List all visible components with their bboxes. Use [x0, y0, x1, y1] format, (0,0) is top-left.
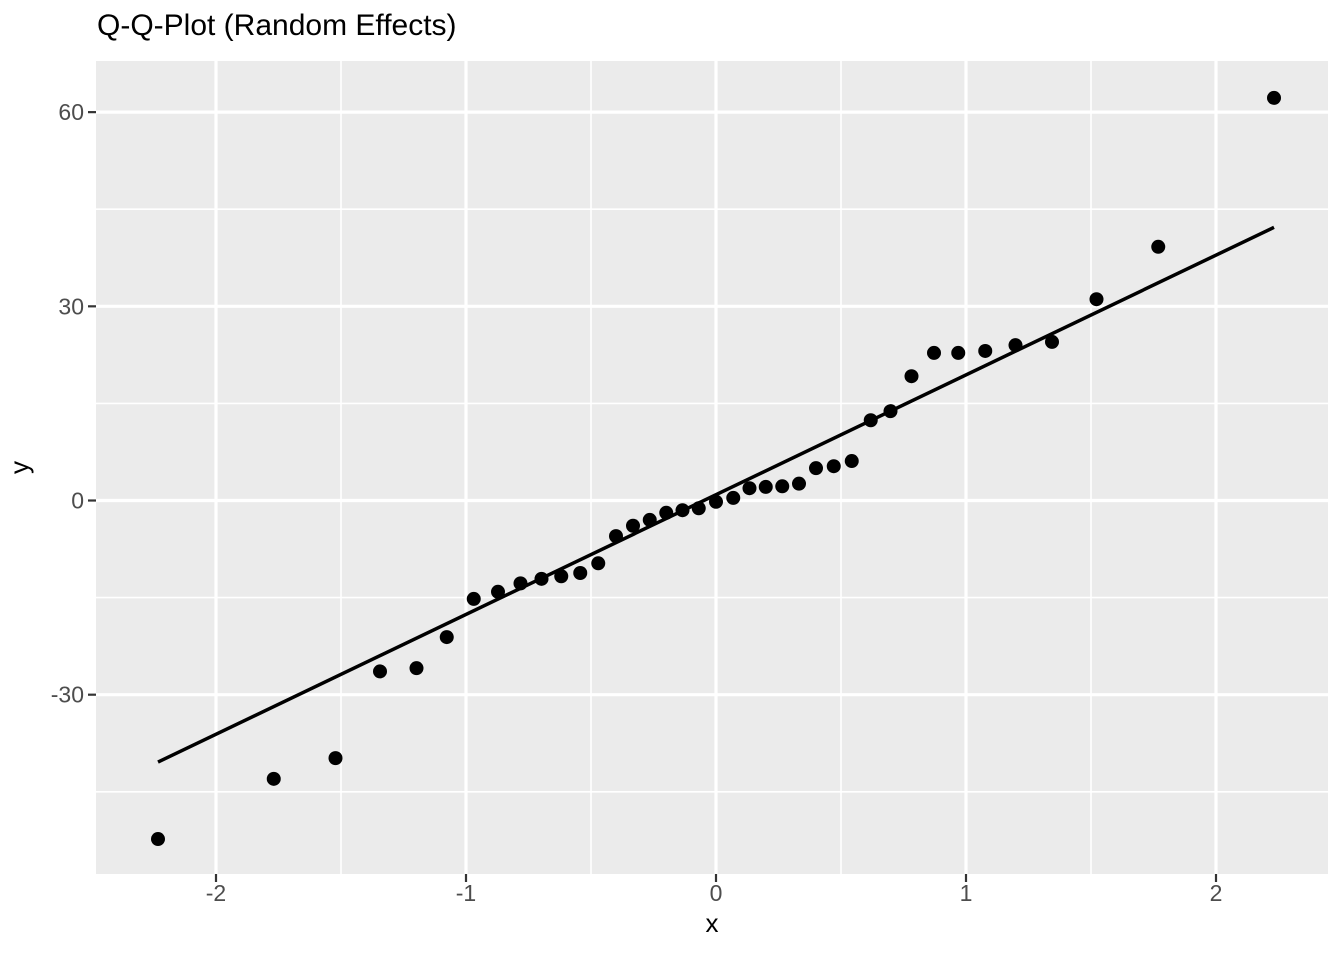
panel-background: [96, 61, 1328, 874]
y-tick-label: 60: [58, 99, 84, 125]
data-point: [151, 832, 165, 847]
data-point: [775, 479, 790, 494]
data-point: [534, 571, 549, 586]
x-tick-label: 1: [960, 880, 973, 906]
plot-title: Q-Q-Plot (Random Effects): [97, 9, 457, 42]
x-tick-label: 2: [1210, 880, 1223, 906]
data-point: [951, 345, 966, 360]
data-point: [1008, 338, 1023, 353]
qq-reference-line: [157, 225, 1275, 764]
data-point: [626, 518, 640, 533]
y-tick-label: 0: [71, 488, 84, 514]
data-point: [709, 494, 723, 509]
data-point: [1267, 90, 1281, 105]
data-point: [758, 479, 773, 494]
data-point: [513, 576, 528, 591]
data-point: [554, 569, 569, 584]
x-tick-label: -2: [206, 880, 226, 906]
x-tick-label: 0: [710, 880, 723, 906]
y-axis-title: y: [4, 461, 34, 474]
data-point: [863, 413, 878, 428]
data-point: [659, 505, 674, 520]
data-point: [642, 512, 657, 527]
data-point: [1045, 334, 1059, 349]
data-point: [373, 664, 387, 679]
data-point: [409, 661, 424, 676]
data-point: [826, 459, 841, 474]
data-point: [1089, 292, 1104, 307]
data-point: [726, 490, 741, 505]
y-tick-label: 30: [58, 293, 84, 319]
data-point: [609, 529, 623, 544]
data-point: [266, 771, 281, 786]
data-point: [466, 591, 481, 606]
data-point: [573, 566, 588, 581]
data-point: [491, 584, 505, 599]
data-point: [675, 503, 690, 518]
data-point: [691, 501, 706, 516]
x-tick-label: -1: [456, 880, 476, 906]
data-point: [809, 461, 823, 476]
data-point: [927, 345, 941, 360]
data-point: [792, 476, 806, 491]
data-point: [978, 343, 993, 358]
data-point: [742, 481, 757, 496]
data-point: [439, 630, 454, 645]
data-point: [904, 369, 919, 384]
x-axis-title: x: [706, 908, 719, 938]
data-point: [883, 404, 898, 419]
data-point: [591, 556, 606, 571]
data-point: [844, 454, 859, 469]
y-tick-label: -30: [51, 682, 84, 708]
data-point: [328, 751, 343, 766]
data-point: [1151, 239, 1166, 254]
